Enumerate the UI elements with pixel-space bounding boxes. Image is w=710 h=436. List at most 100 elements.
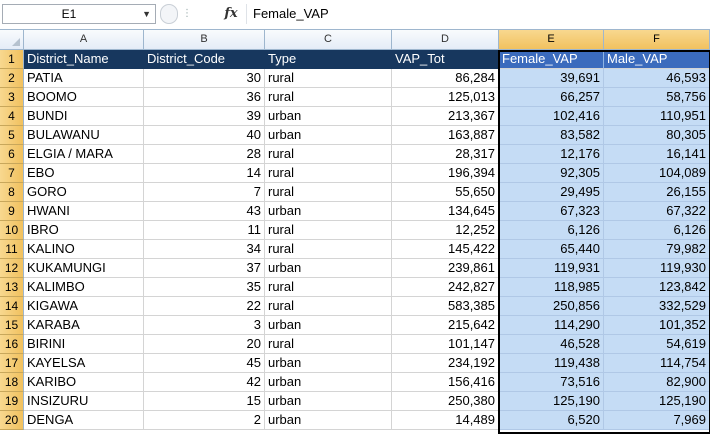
table-cell[interactable]: KIGAWA xyxy=(24,297,144,316)
column-header-e[interactable]: E xyxy=(499,30,604,50)
table-cell[interactable]: 86,284 xyxy=(392,69,499,88)
table-cell[interactable]: KUKAMUNGI xyxy=(24,259,144,278)
table-cell[interactable]: urban xyxy=(265,259,392,278)
table-cell[interactable]: 119,438 xyxy=(499,354,604,373)
name-box[interactable]: E1 ▼ xyxy=(2,4,156,24)
table-cell[interactable]: 101,352 xyxy=(604,316,710,335)
table-cell[interactable]: 34 xyxy=(144,240,265,259)
table-cell[interactable]: 37 xyxy=(144,259,265,278)
table-cell[interactable]: 39 xyxy=(144,107,265,126)
header-cell[interactable]: Male_VAP xyxy=(604,50,710,69)
formula-input[interactable]: Female_VAP xyxy=(246,4,710,24)
table-cell[interactable]: 14,489 xyxy=(392,411,499,430)
table-cell[interactable]: EBO xyxy=(24,164,144,183)
table-cell[interactable]: 239,861 xyxy=(392,259,499,278)
row-header[interactable]: 11 xyxy=(0,240,24,259)
table-cell[interactable]: KARIBO xyxy=(24,373,144,392)
table-cell[interactable]: rural xyxy=(265,335,392,354)
table-cell[interactable]: 6,126 xyxy=(604,221,710,240)
table-cell[interactable]: 58,756 xyxy=(604,88,710,107)
table-cell[interactable]: 40 xyxy=(144,126,265,145)
table-cell[interactable]: 583,385 xyxy=(392,297,499,316)
table-cell[interactable]: 12,176 xyxy=(499,145,604,164)
table-cell[interactable]: 66,257 xyxy=(499,88,604,107)
table-cell[interactable]: 234,192 xyxy=(392,354,499,373)
table-cell[interactable]: 46,528 xyxy=(499,335,604,354)
table-cell[interactable]: 110,951 xyxy=(604,107,710,126)
table-cell[interactable]: 92,305 xyxy=(499,164,604,183)
table-cell[interactable]: BIRINI xyxy=(24,335,144,354)
table-cell[interactable]: 2 xyxy=(144,411,265,430)
table-cell[interactable]: 83,582 xyxy=(499,126,604,145)
table-cell[interactable]: BOOMO xyxy=(24,88,144,107)
row-header[interactable]: 3 xyxy=(0,88,24,107)
row-header[interactable]: 1 xyxy=(0,50,24,69)
column-header-c[interactable]: C xyxy=(265,30,392,50)
column-header-b[interactable]: B xyxy=(144,30,265,50)
row-header[interactable]: 9 xyxy=(0,202,24,221)
column-header-f[interactable]: F xyxy=(604,30,710,50)
table-cell[interactable]: 14 xyxy=(144,164,265,183)
table-cell[interactable]: 104,089 xyxy=(604,164,710,183)
row-header[interactable]: 16 xyxy=(0,335,24,354)
table-cell[interactable]: 119,930 xyxy=(604,259,710,278)
table-cell[interactable]: urban xyxy=(265,392,392,411)
row-header[interactable]: 8 xyxy=(0,183,24,202)
table-cell[interactable]: urban xyxy=(265,373,392,392)
table-cell[interactable]: 196,394 xyxy=(392,164,499,183)
table-cell[interactable]: rural xyxy=(265,278,392,297)
table-cell[interactable]: 12,252 xyxy=(392,221,499,240)
row-header[interactable]: 20 xyxy=(0,411,24,430)
table-cell[interactable]: PATIA xyxy=(24,69,144,88)
table-cell[interactable]: 43 xyxy=(144,202,265,221)
table-cell[interactable]: 16,141 xyxy=(604,145,710,164)
row-header[interactable]: 6 xyxy=(0,145,24,164)
table-cell[interactable]: 134,645 xyxy=(392,202,499,221)
table-cell[interactable]: 35 xyxy=(144,278,265,297)
table-cell[interactable]: KAYELSA xyxy=(24,354,144,373)
table-cell[interactable]: KALINO xyxy=(24,240,144,259)
table-cell[interactable]: HWANI xyxy=(24,202,144,221)
header-cell[interactable]: Female_VAP xyxy=(499,50,604,69)
table-cell[interactable]: rural xyxy=(265,145,392,164)
table-cell[interactable]: 82,900 xyxy=(604,373,710,392)
table-cell[interactable]: GORO xyxy=(24,183,144,202)
table-cell[interactable]: urban xyxy=(265,202,392,221)
row-header[interactable]: 5 xyxy=(0,126,24,145)
table-cell[interactable]: 7 xyxy=(144,183,265,202)
table-cell[interactable]: 250,856 xyxy=(499,297,604,316)
table-cell[interactable]: rural xyxy=(265,240,392,259)
row-header[interactable]: 18 xyxy=(0,373,24,392)
table-cell[interactable]: 6,520 xyxy=(499,411,604,430)
table-cell[interactable]: BUNDI xyxy=(24,107,144,126)
table-cell[interactable]: 163,887 xyxy=(392,126,499,145)
column-header-d[interactable]: D xyxy=(392,30,499,50)
table-cell[interactable]: 156,416 xyxy=(392,373,499,392)
table-cell[interactable]: 332,529 xyxy=(604,297,710,316)
table-cell[interactable]: 20 xyxy=(144,335,265,354)
table-cell[interactable]: 46,593 xyxy=(604,69,710,88)
table-cell[interactable]: 101,147 xyxy=(392,335,499,354)
header-cell[interactable]: District_Code xyxy=(144,50,265,69)
chevron-down-icon[interactable]: ▼ xyxy=(142,9,151,19)
table-cell[interactable]: 79,982 xyxy=(604,240,710,259)
table-cell[interactable]: 6,126 xyxy=(499,221,604,240)
header-cell[interactable]: VAP_Tot xyxy=(392,50,499,69)
table-cell[interactable]: 123,842 xyxy=(604,278,710,297)
table-cell[interactable]: 30 xyxy=(144,69,265,88)
table-cell[interactable]: rural xyxy=(265,183,392,202)
table-cell[interactable]: 11 xyxy=(144,221,265,240)
formula-bar-resize-handle[interactable] xyxy=(160,4,178,24)
table-cell[interactable]: 114,754 xyxy=(604,354,710,373)
table-cell[interactable]: rural xyxy=(265,69,392,88)
table-cell[interactable]: 54,619 xyxy=(604,335,710,354)
table-cell[interactable]: 250,380 xyxy=(392,392,499,411)
table-cell[interactable]: 55,650 xyxy=(392,183,499,202)
table-cell[interactable]: 3 xyxy=(144,316,265,335)
row-header[interactable]: 14 xyxy=(0,297,24,316)
table-cell[interactable]: KALIMBO xyxy=(24,278,144,297)
table-cell[interactable]: 102,416 xyxy=(499,107,604,126)
table-cell[interactable]: urban xyxy=(265,316,392,335)
row-header[interactable]: 19 xyxy=(0,392,24,411)
table-cell[interactable]: 45 xyxy=(144,354,265,373)
